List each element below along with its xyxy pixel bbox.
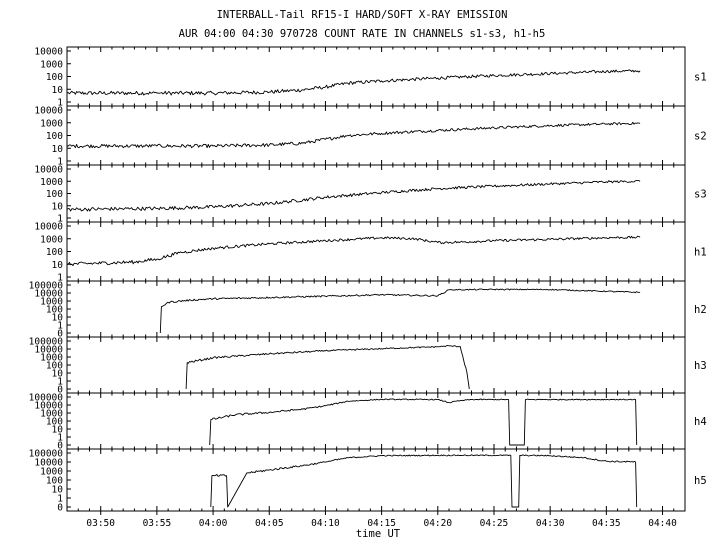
- x-tick-label: 04:35: [592, 518, 621, 529]
- y-tick-label: 10000: [34, 458, 63, 469]
- y-tick-label: 100000: [29, 393, 64, 404]
- y-tick-label: 10000: [34, 401, 63, 412]
- channel-label-s2: s2: [694, 131, 707, 143]
- panel-frame: [66, 105, 686, 166]
- y-tick-label: 10: [52, 201, 64, 212]
- channel-label-h4: h4: [694, 416, 707, 428]
- channel-label-h5: h5: [694, 475, 707, 487]
- channel-panels: 100001000100101s1100001000100101s2100001…: [29, 46, 707, 514]
- y-tick-label: 1: [57, 377, 63, 388]
- y-tick-label: 0: [57, 329, 63, 340]
- y-tick-label: 10000: [34, 106, 63, 117]
- series-h3-line: [185, 345, 470, 390]
- y-tick-label: 100: [46, 189, 63, 200]
- series-s3-line: [66, 180, 641, 212]
- y-tick-label: 1000: [40, 118, 63, 129]
- channel-label-h3: h3: [694, 360, 707, 372]
- y-tick-label: 100: [46, 417, 63, 428]
- panel-frame: [66, 280, 686, 338]
- y-tick-label: 1000: [40, 177, 63, 188]
- y-tick-label: 100: [46, 247, 63, 258]
- y-tick-label: 100: [46, 305, 63, 316]
- y-tick-label: 100000: [29, 281, 64, 292]
- series-s1-line: [66, 69, 641, 96]
- y-tick-label: 10000: [34, 289, 63, 300]
- panel-frame: [66, 221, 686, 282]
- y-tick-label: 100000: [29, 449, 64, 460]
- y-tick-label: 1: [57, 321, 63, 332]
- y-tick-label: 100: [46, 361, 63, 372]
- channel-label-s3: s3: [694, 189, 707, 201]
- y-tick-label: 1: [57, 98, 63, 109]
- x-tick-label: 04:40: [648, 518, 677, 529]
- y-tick-label: 100: [46, 131, 63, 142]
- series-h1-line: [66, 235, 641, 267]
- y-tick-label: 1: [57, 157, 63, 168]
- y-tick-label: 10000: [34, 47, 63, 58]
- y-tick-label: 1000: [40, 409, 63, 420]
- series-h2-line: [159, 288, 641, 334]
- x-tick-label: 04:25: [480, 518, 509, 529]
- panel-frame: [66, 336, 686, 394]
- series-h5-line: [210, 454, 638, 508]
- panel-frame: [66, 164, 686, 223]
- x-tick-label: 03:50: [86, 518, 115, 529]
- y-tick-label: 10000: [34, 165, 63, 176]
- chart-subtitle: AUR 04:00 04:30 970728 COUNT RATE IN CHA…: [179, 28, 546, 40]
- x-axis: 03:50 03:55 04:00 04:05 04:10 04:15 04:20 04:25…: [86, 511, 677, 529]
- y-tick-label: 1000: [40, 234, 63, 245]
- channel-label-h1: h1: [694, 247, 707, 259]
- x-tick-label: 04:20: [423, 518, 452, 529]
- y-tick-label: 10: [52, 425, 64, 436]
- y-tick-label: 0: [57, 441, 63, 452]
- y-tick-label: 1000: [40, 353, 63, 364]
- x-tick-label: 04:10: [311, 518, 340, 529]
- x-tick-label: 04:15: [367, 518, 396, 529]
- y-tick-label: 1: [57, 273, 63, 284]
- y-tick-label: 0: [57, 385, 63, 396]
- y-tick-label: 100: [46, 476, 63, 487]
- y-tick-label: 10: [52, 85, 64, 96]
- y-tick-label: 10: [52, 313, 64, 324]
- channel-label-h2: h2: [694, 304, 707, 316]
- series-h4-line: [209, 398, 638, 446]
- y-tick-label: 10: [52, 369, 64, 380]
- y-tick-label: 1000: [40, 297, 63, 308]
- y-tick-label: 1000: [40, 59, 63, 70]
- y-tick-label: 10: [52, 144, 64, 155]
- y-tick-label: 10000: [34, 345, 63, 356]
- y-tick-label: 10: [52, 260, 64, 271]
- x-tick-label: 04:30: [536, 518, 565, 529]
- y-tick-label: 1: [57, 494, 63, 505]
- x-axis-label: time UT: [356, 528, 401, 540]
- channel-label-s1: s1: [694, 72, 707, 84]
- y-tick-label: 10000: [34, 222, 63, 233]
- panel-frame: [66, 448, 686, 512]
- x-tick-label: 04:05: [255, 518, 284, 529]
- panel-frame: [66, 46, 686, 107]
- y-tick-label: 100: [46, 72, 63, 83]
- y-tick-label: 10: [52, 485, 64, 496]
- y-tick-label: 1: [57, 433, 63, 444]
- y-tick-label: 1: [57, 214, 63, 225]
- chart-title: INTERBALL-Tail RF15-I HARD/SOFT X-RAY EM…: [217, 9, 508, 21]
- panel-frame: [66, 392, 686, 450]
- y-tick-label: 100000: [29, 337, 64, 348]
- y-tick-label: 1000: [40, 467, 63, 478]
- x-tick-label: 04:00: [199, 518, 228, 529]
- x-tick-label: 03:55: [143, 518, 172, 529]
- series-s2-line: [67, 121, 641, 149]
- y-tick-label: 0: [57, 503, 63, 514]
